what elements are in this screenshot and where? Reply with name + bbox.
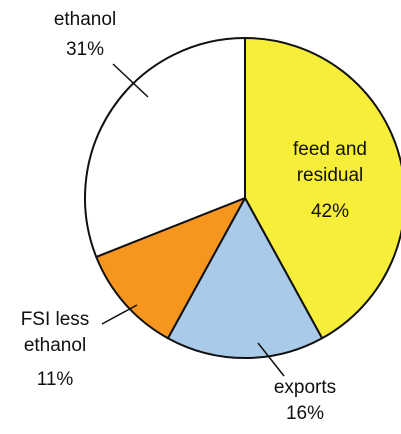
pie-slice xyxy=(84,37,246,258)
slice-value-label: 16% xyxy=(285,403,325,424)
leader-line xyxy=(112,63,149,98)
pie-slice xyxy=(244,37,401,340)
slice-label: exports xyxy=(273,377,337,398)
pie-slice xyxy=(166,197,324,359)
pie-slice xyxy=(95,197,246,340)
slice-label: ethanol xyxy=(53,9,117,30)
slice-label: FSI less ethanol xyxy=(20,309,90,356)
slices xyxy=(84,37,401,359)
leader-line xyxy=(101,304,138,325)
slice-value-label: 42% xyxy=(310,201,350,222)
slice-label: feed and residual xyxy=(293,139,367,186)
leader-lines xyxy=(101,63,285,377)
slice-value-label: 31% xyxy=(65,39,105,60)
slice-value-label: 11% xyxy=(36,369,74,390)
leader-line xyxy=(257,342,285,377)
